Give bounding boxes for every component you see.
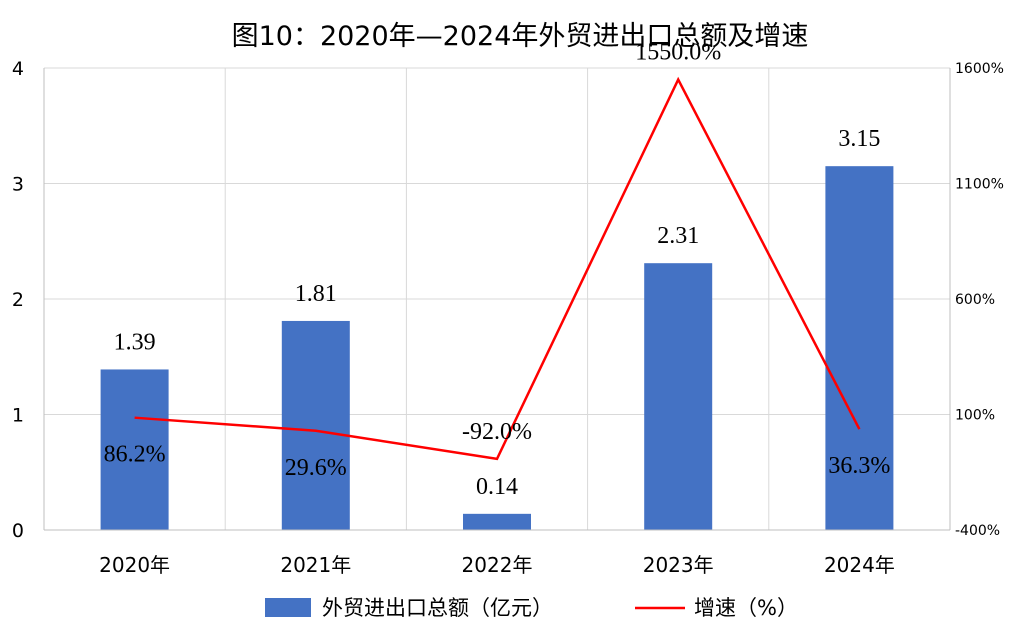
- bar-data-label: 2.31: [657, 223, 699, 249]
- bar-data-label: 0.14: [476, 474, 518, 500]
- legend-swatch-bar: [265, 598, 311, 617]
- y-right-tick-label: 1600%: [955, 61, 1004, 77]
- bar: [463, 513, 531, 530]
- y-right-tick-label: 600%: [955, 292, 995, 308]
- y-left-tick-label: 2: [12, 289, 24, 311]
- bar-series: [100, 166, 894, 531]
- x-tick-label: 2021年: [280, 553, 351, 577]
- y-right-tick-label: 1100%: [955, 177, 1004, 193]
- y-left-tick-label: 0: [12, 520, 24, 542]
- bar: [825, 166, 894, 531]
- x-tick-label: 2023年: [643, 553, 714, 577]
- bar: [281, 320, 350, 530]
- growth-line: [134, 76, 861, 461]
- bar-data-label: 1.81: [295, 281, 337, 307]
- legend-label-line: 增速（%）: [694, 596, 798, 620]
- y-right-tick-label: -400%: [955, 523, 1000, 539]
- legend: 外贸进出口总额（亿元） 增速（%）: [265, 596, 798, 620]
- x-tick-label: 2022年: [462, 553, 533, 577]
- bar: [644, 263, 713, 530]
- line-data-label: 29.6%: [285, 455, 347, 481]
- bar-data-label: 1.39: [114, 329, 156, 355]
- axes: 0 1 2 3 4 -400% 100% 600% 1100% 1600% 2020年 2021年 20…: [12, 58, 1004, 577]
- line-series: [134, 76, 861, 461]
- bar: [100, 369, 169, 530]
- y-left-tick-label: 1: [12, 405, 24, 427]
- line-data-label: 1550.0%: [635, 40, 721, 66]
- x-tick-label: 2020年: [99, 553, 170, 577]
- line-data-label: -92.0%: [462, 419, 532, 445]
- legend-label-bar: 外贸进出口总额（亿元）: [322, 596, 553, 620]
- chart-title: 图10：2020年—2024年外贸进出口总额及增速: [232, 21, 809, 52]
- line-data-label: 36.3%: [828, 453, 890, 479]
- data-labels: 1.39 1.81 0.14 2.31 3.15 86.2% 29.6% -92.0% 1550…: [104, 40, 891, 500]
- gridlines: [43, 67, 951, 531]
- y-left-tick-label: 3: [12, 174, 24, 196]
- line-data-label: 86.2%: [104, 442, 166, 468]
- y-left-tick-label: 4: [12, 58, 24, 80]
- bar-data-label: 3.15: [838, 126, 880, 152]
- y-right-tick-label: 100%: [955, 408, 995, 424]
- x-tick-label: 2024年: [824, 553, 895, 577]
